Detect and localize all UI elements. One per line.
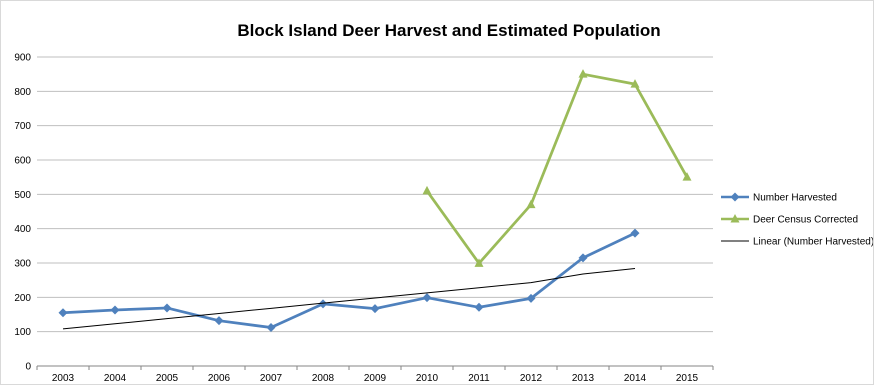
chart-title: Block Island Deer Harvest and Estimated …: [237, 21, 660, 40]
data-point: [267, 323, 276, 332]
x-tick-label: 2004: [104, 373, 127, 384]
y-tick-label: 900: [14, 53, 31, 64]
data-point: [215, 316, 224, 325]
x-tick-label: 2011: [468, 373, 490, 384]
gridlines: [37, 57, 713, 366]
x-tick-label: 2007: [260, 373, 283, 384]
y-axis: 0 100 200 300 400 500 600 700 800 900: [14, 53, 31, 373]
data-point: [59, 308, 68, 317]
x-tick-label: 2006: [208, 373, 231, 384]
y-tick-label: 200: [14, 293, 31, 304]
y-tick-label: 800: [14, 87, 31, 98]
legend: Number Harvested Deer Census Corrected Lin…: [721, 193, 873, 248]
series-line: [63, 268, 635, 328]
legend-item-linear-number-harvested: Linear (Number Harvested): [721, 237, 873, 248]
data-point: [527, 200, 536, 209]
y-tick-label: 600: [14, 156, 31, 167]
x-tick-label: 2015: [676, 373, 699, 384]
data-point: [475, 303, 484, 312]
legend-label: Deer Census Corrected: [753, 215, 858, 226]
series-number-harvested: [59, 229, 640, 332]
data-point: [631, 229, 640, 238]
data-point: [163, 303, 172, 312]
x-tick-label: 2008: [312, 373, 335, 384]
x-tick-label: 2003: [52, 373, 75, 384]
data-point: [371, 304, 380, 313]
x-tick-label: 2012: [520, 373, 543, 384]
data-point: [423, 293, 432, 302]
data-point: [423, 186, 432, 195]
y-tick-label: 300: [14, 259, 31, 270]
legend-marker: [731, 193, 740, 202]
series-deer-census-corrected: [423, 69, 692, 267]
y-tick-label: 500: [14, 190, 31, 201]
legend-item-deer-census-corrected: Deer Census Corrected: [721, 214, 858, 226]
x-tick-label: 2014: [624, 373, 647, 384]
x-axis: 2003 2004 2005 2006 2007 2008 2009 2010 2011 2012…: [37, 366, 713, 384]
series-line: [63, 233, 635, 327]
y-tick-label: 100: [14, 327, 31, 338]
series-lines: [59, 69, 692, 332]
x-tick-label: 2005: [156, 373, 179, 384]
y-tick-label: 0: [25, 362, 31, 373]
x-tick-label: 2009: [364, 373, 387, 384]
y-tick-label: 700: [14, 121, 31, 132]
data-point: [111, 306, 120, 315]
y-tick-label: 400: [14, 224, 31, 235]
series-linear-number-harvested: [63, 268, 635, 328]
series-line: [427, 74, 687, 263]
legend-item-number-harvested: Number Harvested: [721, 193, 837, 204]
x-tick-label: 2010: [416, 373, 439, 384]
x-tick-label: 2013: [572, 373, 595, 384]
legend-label: Linear (Number Harvested): [753, 237, 873, 248]
legend-label: Number Harvested: [753, 193, 837, 204]
